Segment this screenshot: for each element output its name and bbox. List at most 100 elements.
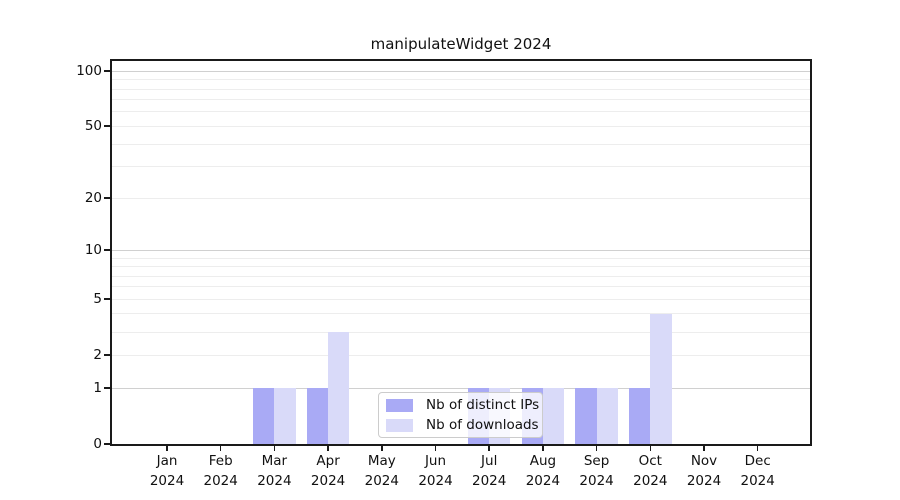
x-tick [381, 445, 383, 451]
gridline-minor [112, 298, 810, 300]
x-tick-label: Sep 2024 [562, 451, 632, 491]
gridline-minor [112, 99, 810, 101]
x-tick [756, 445, 759, 451]
x-tick-label: Jan 2024 [132, 451, 202, 491]
x-tick-label-month: May [367, 453, 396, 469]
y-tick-label: 0 [93, 436, 102, 452]
y-tick [104, 387, 111, 389]
x-tick-label-year: 2024 [418, 473, 453, 489]
x-tick [595, 445, 598, 451]
legend-item-downloads: Nb of downloads [386, 417, 539, 433]
x-tick-label-year: 2024 [149, 473, 185, 489]
x-tick-label-year: 2024 [203, 473, 238, 489]
y-tick [104, 298, 111, 301]
x-tick-label-month: Oct [638, 453, 662, 469]
x-tick-label-year: 2024 [257, 473, 292, 489]
x-tick-label: Feb 2024 [186, 451, 256, 491]
bar-distinct-ips-Mar [253, 388, 275, 444]
y-tick [104, 197, 111, 200]
y-tick-label: 1 [93, 380, 102, 396]
x-tick-label-year: 2024 [740, 473, 775, 489]
x-tick-label-year: 2024 [364, 473, 399, 489]
bar-downloads-Mar [274, 388, 296, 444]
y-tick-label: 2 [93, 347, 102, 364]
chart-title: manipulateWidget 2024 [370, 35, 552, 53]
y-tick [104, 249, 111, 252]
gridline-minor [112, 197, 810, 199]
x-tick-label-month: Apr [316, 453, 340, 469]
gridline-minor [112, 143, 810, 145]
x-tick [703, 445, 705, 451]
x-tick-label-year: 2024 [472, 473, 507, 489]
gridline-minor [112, 331, 810, 333]
y-tick-label: 100 [76, 63, 102, 80]
bar-downloads-Apr [328, 332, 350, 444]
x-tick-label: Jun 2024 [401, 451, 471, 491]
legend-swatch-downloads [386, 418, 413, 432]
x-tick [649, 445, 652, 451]
x-tick-label: May 2024 [347, 451, 417, 491]
gridline-minor [112, 88, 810, 90]
x-tick-label: Aug 2024 [508, 451, 578, 491]
x-tick [488, 445, 490, 451]
x-tick-label-year: 2024 [686, 473, 722, 489]
y-tick-label: 20 [84, 190, 102, 207]
gridline-major [112, 249, 810, 251]
gridline-major [112, 70, 810, 72]
legend-swatch-distinct-ips [386, 398, 413, 412]
x-tick [542, 445, 544, 451]
x-tick [219, 445, 222, 451]
legend-label-downloads: Nb of downloads [426, 417, 539, 433]
x-tick-label: Oct 2024 [615, 451, 685, 491]
x-tick-label-month: Mar [261, 453, 288, 469]
y-tick-label: 5 [93, 291, 102, 308]
x-tick-label: Dec 2024 [723, 451, 793, 491]
gridline-minor [112, 266, 810, 267]
legend-label-distinct-ips: Nb of distinct IPs [426, 397, 540, 413]
x-tick-label-month: Jul [481, 453, 498, 469]
plot-area [112, 61, 810, 444]
x-tick-label-month: Sep [583, 453, 610, 469]
x-tick-label-year: 2024 [579, 473, 614, 489]
x-tick-label-month: Dec [744, 453, 771, 469]
x-tick-label-year: 2024 [633, 473, 668, 489]
legend: Nb of distinct IPs Nb of downloads [378, 392, 543, 438]
x-tick-label-year: 2024 [525, 473, 561, 489]
x-tick-label-month: Feb [208, 453, 233, 469]
y-tick-label: 50 [84, 118, 102, 135]
y-tick-label: 10 [84, 242, 102, 259]
x-tick-label: Jul 2024 [454, 451, 524, 491]
gridline-major [112, 387, 810, 389]
gridline-minor [112, 354, 810, 356]
x-tick [166, 445, 168, 451]
gridline-minor [112, 166, 810, 168]
gridline-minor [112, 286, 810, 288]
x-tick [434, 445, 437, 451]
x-tick-label-month: Jun [424, 453, 447, 469]
x-tick-label: Apr 2024 [293, 451, 363, 491]
y-tick [104, 70, 111, 73]
legend-item-distinct-ips: Nb of distinct IPs [386, 397, 539, 413]
bar-downloads-Sep [596, 388, 618, 444]
x-tick [273, 445, 276, 451]
x-tick-label-month: Aug [529, 453, 557, 469]
bar-distinct-ips-Sep [575, 388, 597, 444]
y-tick [104, 125, 111, 128]
x-tick-label: Nov 2024 [669, 451, 739, 491]
gridline-minor [112, 79, 810, 81]
x-tick [327, 445, 329, 451]
x-tick-label: Mar 2024 [239, 451, 309, 491]
x-tick-label-month: Nov [690, 453, 718, 469]
gridline-minor [112, 111, 810, 113]
gridline-minor [112, 275, 810, 277]
x-tick-label-month: Jan [156, 453, 178, 469]
gridline-minor [112, 257, 810, 259]
bar-distinct-ips-Apr [306, 388, 329, 444]
bar-downloads-Aug [542, 388, 565, 444]
y-tick [104, 443, 111, 445]
x-tick-label-year: 2024 [310, 473, 346, 489]
gridline-minor [112, 125, 810, 127]
gridline-minor [112, 313, 810, 315]
bar-downloads-Oct [650, 313, 672, 444]
